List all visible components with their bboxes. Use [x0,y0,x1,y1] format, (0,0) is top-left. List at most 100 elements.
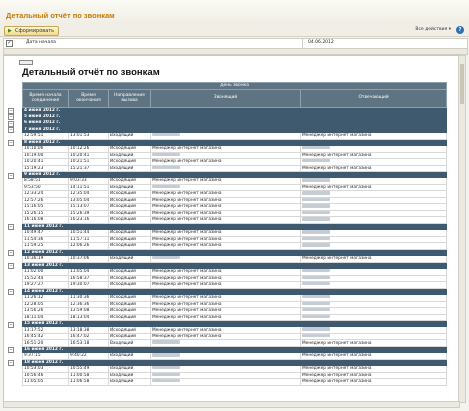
call-row: 12:33:24 12:35:04 Исходящий Менеджер интерн… [22,190,448,198]
group-date[interactable]: 16 июня 2012 г. [21,345,448,354]
call-row: 10:56:46 11:00:58 Входящий Менеджер интерне… [22,371,448,380]
redacted-phone [302,211,330,215]
redacted-phone [302,276,330,279]
redacted-phone [152,165,180,169]
expand-toggle-icon[interactable]: − [8,108,14,114]
group-date[interactable]: 15 июня 2012 г. [21,320,448,328]
cell-caller [150,378,301,386]
expand-toggle-icon[interactable]: − [8,224,14,231]
header-direction: Направление вызова [108,88,151,108]
parameters-scrollbar[interactable] [3,48,468,55]
report-title: Детальный отчёт по звонкам [22,67,160,78]
date-group-row: 14 июня 2012 г. [21,287,448,296]
date-group-row: 9 июня 2012 г. [21,170,448,179]
horizontal-scrollbar[interactable] [3,401,460,408]
help-icon[interactable]: ? [456,26,464,34]
date-group-row: 11 июня 2012 г. [21,222,448,231]
redacted-phone [152,256,180,260]
date-group-row: 15 июня 2012 г. [21,320,448,328]
all-actions-menu[interactable]: Все действия ▾ [415,27,451,32]
redacted-phone [302,230,330,234]
expand-toggle-icon[interactable]: − [8,114,14,121]
group-date[interactable]: 9 июня 2012 г. [21,170,448,179]
group-date[interactable]: 8 июня 2012 г. [21,138,448,147]
redacted-phone [302,159,330,163]
date-group-row: 12 июня 2012 г. [21,248,448,257]
group-date[interactable]: 14 июня 2012 г. [21,287,448,296]
redacted-phone [302,237,330,241]
redacted-phone [302,198,330,202]
redacted-phone [152,379,180,383]
header-caller: Звонящий [150,88,301,108]
redacted-phone [302,282,330,286]
group-date[interactable]: 12 июня 2012 г. [21,248,448,257]
vertical-scrollbar[interactable] [458,55,466,403]
window-title: Детальный отчёт по звонкам [6,11,115,20]
expand-toggle-icon[interactable]: − [8,120,14,127]
title-bar: Детальный отчёт по звонкам [0,0,469,25]
cell-start: 11:05:05 [22,378,69,386]
expand-toggle-icon[interactable]: − [8,289,14,296]
table-body: 4 июня 2012 г. 5 июня 2012 г. 6 июня 2012 … [21,106,448,386]
header-end: Время окончания [68,88,109,108]
redacted-phone [302,295,330,299]
header-start: Время начала соединения [22,88,69,108]
date-group-row: 13 июня 2012 г. [21,261,448,270]
cell-answerer: Менеджер интернет магазина [299,378,448,386]
expand-toggle-icon[interactable]: − [8,360,14,367]
expand-toggle-icon[interactable]: − [8,321,14,328]
redacted-phone [152,340,180,344]
group-date[interactable]: 13 июня 2012 г. [21,261,448,270]
redacted-phone [302,204,330,208]
expand-toggle-icon[interactable]: − [8,347,14,354]
scrollbar-thumb[interactable] [460,64,464,104]
header-row: Время начала соединения Время окончания … [22,88,448,108]
date-group-row: 18 июня 2012 г. [21,358,448,367]
redacted-phone [152,366,180,370]
header-answerer: Отвечающий [299,88,448,108]
redacted-phone [152,373,180,376]
expand-toggle-icon[interactable]: − [8,172,14,179]
run-icon: ▶ [8,28,12,34]
expand-toggle-icon[interactable]: − [8,127,14,134]
cell-end: 11:06:58 [68,378,109,386]
redacted-phone [302,301,330,305]
group-date[interactable]: 11 июня 2012 г. [21,222,448,231]
date-group-row: 7 июня 2012 г. [21,125,448,134]
date-group-row: 16 июня 2012 г. [21,345,448,354]
redacted-phone [302,334,330,338]
redacted-phone [152,353,180,357]
column-divider [302,39,303,48]
redacted-phone [302,146,330,150]
group-date[interactable]: 18 июня 2012 г. [21,358,448,367]
start-date-checkbox[interactable]: ✓ [6,40,13,47]
redacted-phone [152,185,180,189]
redacted-phone [302,217,330,221]
calls-table: День звонка Время начала соединения Врем… [21,82,448,386]
expand-toggle-icon[interactable]: − [8,140,14,147]
generate-button[interactable]: ▶ Сформировать [4,26,60,36]
redacted-phone [152,133,180,137]
redacted-phone [152,152,180,156]
start-date-value[interactable]: 04.06.2012 [308,40,334,45]
call-row: 10:53:03 10:55:49 Входящий Менеджер интерне… [22,365,448,373]
call-row: 11:05:05 11:06:58 Входящий Менеджер интерне… [22,378,448,386]
call-row: 18:11:04 18:13:04 Исходящий Менеджер интерн… [22,313,448,322]
redacted-phone [302,243,330,247]
expand-toggle-icon[interactable]: − [8,263,14,270]
redacted-phone [302,178,330,182]
start-date-label: Дата начала [26,40,56,45]
group-date[interactable]: 7 июня 2012 г. [21,125,448,134]
redacted-phone [302,191,330,195]
expand-toggle-icon[interactable]: − [8,250,14,257]
redacted-phone [302,308,330,312]
report-marker [19,60,33,65]
date-group-row: 8 июня 2012 г. [21,138,448,147]
redacted-phone [302,314,330,318]
report-area: Детальный отчёт по звонкам − − − − − − − − − − − − −… [3,55,460,402]
generate-label: Сформировать [15,28,55,34]
redacted-phone [302,269,330,273]
redacted-phone [302,327,330,331]
cell-direction: Входящий [108,378,151,386]
toolbar: ▶ Сформировать Все действия ▾ ? [0,24,469,37]
